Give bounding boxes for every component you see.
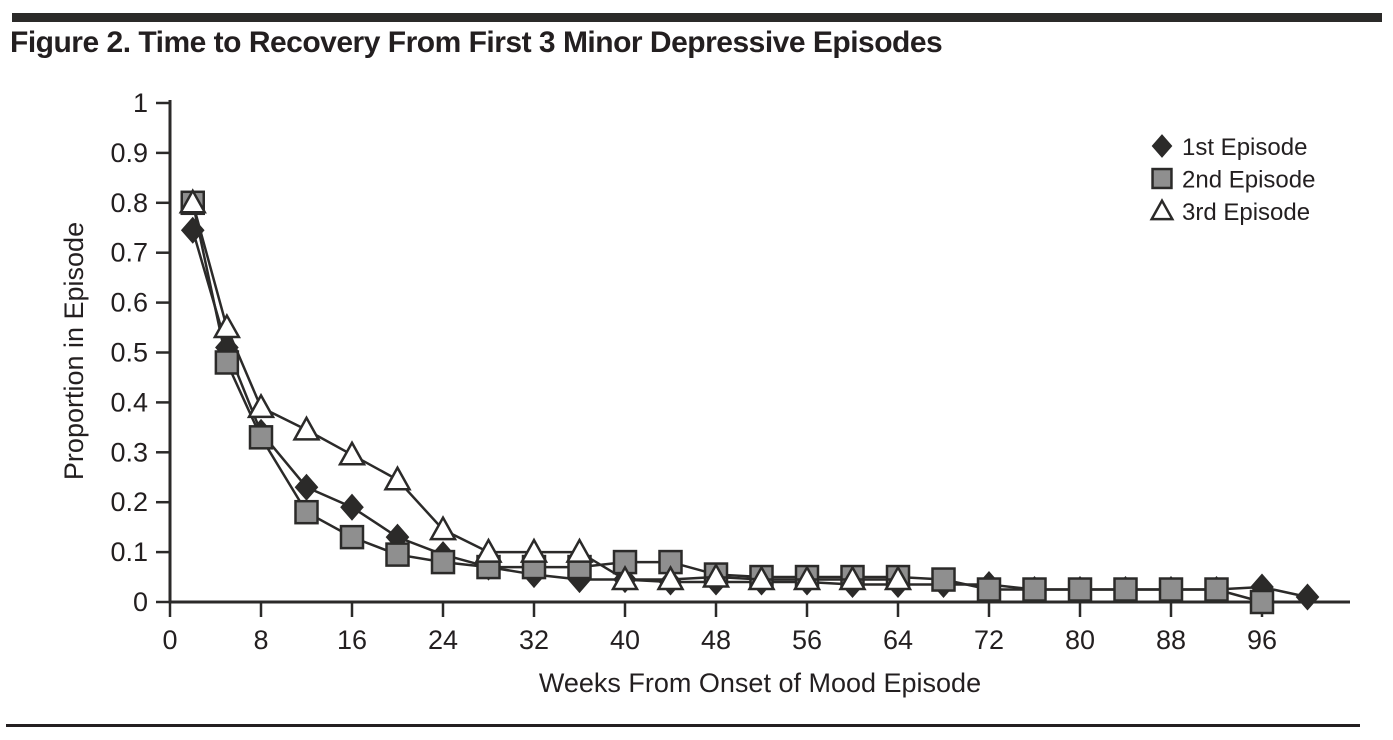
footer-rule-bar — [6, 724, 1360, 727]
square-marker — [214, 350, 240, 375]
triangle-marker — [1149, 198, 1175, 221]
triangle-marker — [701, 562, 731, 588]
diamond-marker — [340, 493, 364, 521]
x-tick-label: 24 — [428, 625, 458, 655]
header-rule-bar — [12, 13, 1382, 22]
x-tick-label: 80 — [1065, 625, 1095, 655]
triangle-marker — [519, 537, 549, 563]
square-marker — [1204, 577, 1229, 602]
x-tick-label: 64 — [883, 625, 913, 655]
y-tick-label: 1 — [133, 88, 148, 118]
legend-label-diamond: 1st Episode — [1182, 134, 1307, 161]
square-marker — [1113, 577, 1138, 602]
x-axis-title: Weeks From Onset of Mood Episode — [539, 668, 981, 698]
episodes-survival-chart: 0 0.1 0.2 0.3 0.4 0.5 0.6 0.7 0.8 0.9 1 0 8 16 24 32 40 4… — [59, 88, 1350, 698]
y-tick-label: 0.9 — [110, 138, 148, 168]
x-tick-label: 56 — [792, 625, 822, 655]
x-tick-label: 48 — [701, 625, 731, 655]
diamond-marker — [1295, 583, 1320, 611]
legend-label-square: 2nd Episode — [1182, 167, 1315, 194]
triangle-marker — [212, 312, 242, 339]
square-marker — [1158, 577, 1184, 602]
triangle-marker — [792, 564, 822, 591]
y-tick-label: 0 — [133, 587, 148, 617]
y-tick-label: 0.3 — [110, 437, 148, 467]
triangle-marker — [565, 537, 594, 563]
legend-label-triangle: 3rd Episode — [1182, 199, 1310, 226]
square-marker — [931, 567, 956, 592]
square-marker — [1249, 589, 1275, 615]
series-triangle — [178, 188, 913, 591]
y-tick-label: 0.6 — [110, 288, 148, 318]
y-tick-label: 0.1 — [110, 537, 148, 567]
triangle-marker — [474, 537, 503, 563]
x-tick-label: 0 — [162, 625, 177, 655]
triangle-marker — [292, 415, 321, 441]
x-tick-label: 8 — [253, 625, 268, 655]
square-marker — [248, 425, 274, 450]
triangle-marker — [656, 564, 685, 591]
x-tick-label: 96 — [1247, 625, 1277, 655]
x-tick-label: 40 — [610, 625, 640, 655]
square-marker — [976, 577, 1002, 602]
diamond-marker — [294, 473, 319, 501]
square-marker — [385, 542, 410, 567]
triangle-marker — [178, 188, 207, 214]
diamond-marker — [1151, 134, 1173, 158]
x-tick-label: 32 — [519, 625, 549, 655]
y-tick-label: 0.2 — [110, 487, 148, 517]
series-square — [180, 190, 1275, 615]
y-tick-label: 0.4 — [110, 387, 148, 417]
y-axis-title: Proportion in Episode — [59, 222, 89, 480]
square-marker — [430, 549, 456, 575]
triangle-marker — [428, 515, 458, 541]
square-marker — [294, 499, 319, 525]
triangle-marker — [246, 392, 276, 419]
y-tick-label: 0.7 — [110, 238, 148, 268]
y-tick-label: 0.8 — [110, 188, 148, 218]
square-marker — [1151, 167, 1173, 190]
square-marker — [339, 524, 365, 550]
series-diamond — [180, 216, 1320, 611]
triangle-marker — [337, 440, 367, 466]
x-tick-label: 16 — [337, 625, 367, 655]
x-tick-label: 88 — [1156, 625, 1186, 655]
square-marker — [1067, 577, 1093, 602]
triangle-marker — [383, 465, 412, 491]
y-tick-label: 0.5 — [110, 338, 148, 368]
figure-title: Figure 2. Time to Recovery From First 3 … — [10, 26, 943, 59]
square-marker — [1022, 577, 1047, 602]
triangle-marker — [838, 564, 867, 591]
triangle-marker — [610, 564, 640, 591]
triangle-marker — [747, 564, 776, 591]
x-tick-label: 72 — [974, 625, 1004, 655]
triangle-marker — [883, 564, 913, 591]
legend — [1149, 134, 1175, 221]
